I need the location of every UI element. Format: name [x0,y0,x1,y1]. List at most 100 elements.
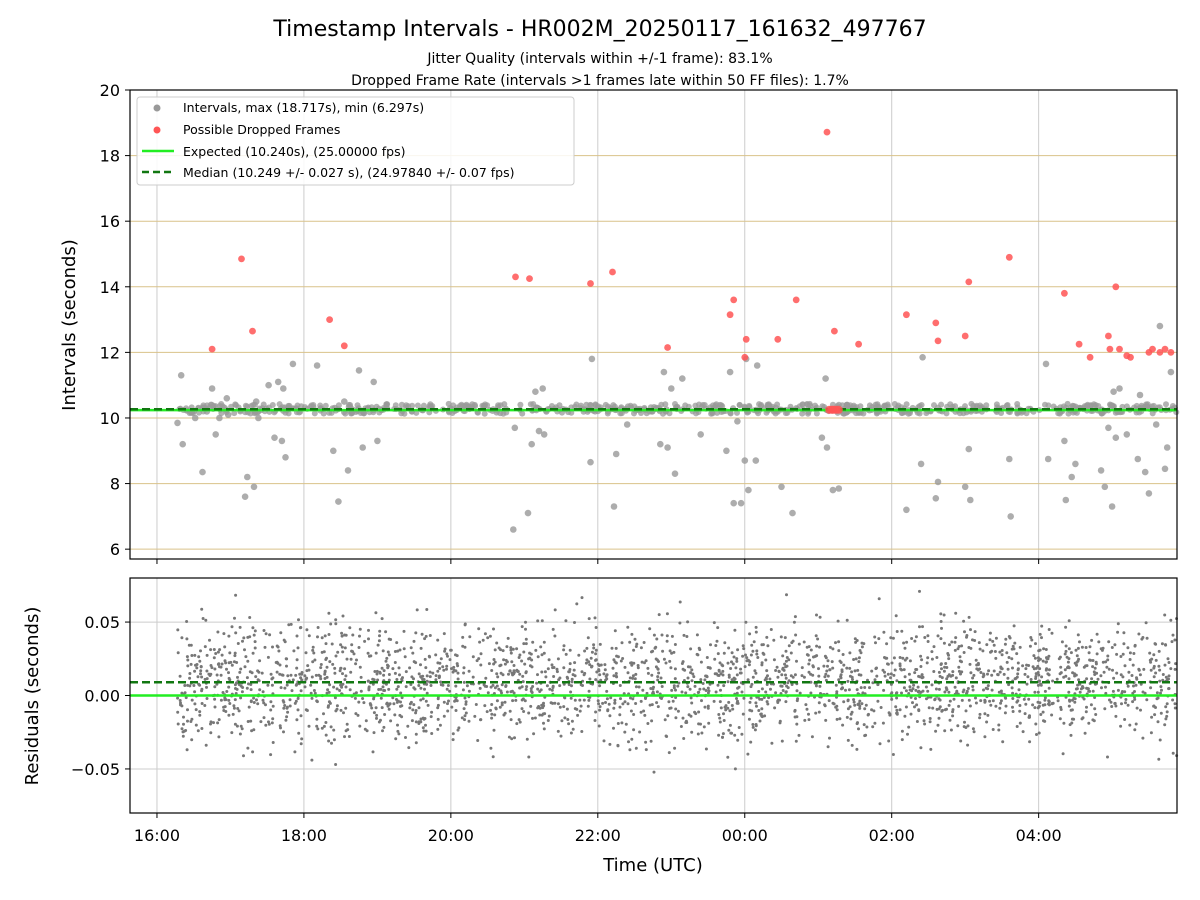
residual-point [279,686,283,690]
residual-point [935,707,939,711]
residual-point [1173,638,1177,642]
residual-point [718,716,722,720]
interval-point [463,401,470,408]
interval-point [216,414,223,422]
residual-point [891,753,895,756]
residual-point [198,713,202,717]
residual-point [190,698,194,702]
interval-point [401,410,408,417]
residual-point [1028,715,1031,719]
residual-point [1079,687,1083,691]
interval-point [271,434,278,442]
residual-point [228,702,232,705]
residual-point [1061,752,1065,756]
residual-point [339,643,343,647]
residual-point [424,729,428,733]
residual-point [1102,670,1106,674]
residual-point [855,639,859,642]
dropped-frame-point [934,337,942,345]
interval-point [745,486,752,494]
residual-point [190,654,194,657]
residual-point [448,689,452,693]
residual-point [1010,686,1014,690]
intervals-y-tick-label: 18 [100,147,120,166]
residual-point [730,660,733,664]
dropped-frame-point [664,344,671,351]
residual-point [370,706,374,710]
residual-point [965,689,969,693]
residual-point [876,699,880,703]
residual-point [236,707,240,710]
interval-point [765,401,772,408]
residual-point [996,673,1000,676]
residual-point [1075,663,1078,667]
residual-point [628,640,632,644]
residual-point [978,716,982,720]
residual-point [594,652,598,656]
residual-point [353,696,357,700]
residual-point [784,700,788,704]
residual-point [845,618,849,622]
residual-point [253,646,257,650]
residual-point [256,702,260,706]
residual-point [178,674,182,678]
residual-point [320,650,324,654]
residual-point [190,738,194,742]
residual-point [751,649,755,653]
residual-point [1067,677,1071,681]
residual-point [403,655,407,659]
residual-point [736,738,740,742]
residual-point [259,720,263,724]
interval-point [1123,431,1131,438]
residual-point [474,703,478,706]
residual-point [517,718,521,722]
dropped-frame-point [903,311,910,319]
interval-point [524,509,532,517]
residual-point [1007,656,1011,659]
residual-point [507,735,511,739]
residual-point [957,665,961,669]
residual-point [852,698,856,702]
residual-point [279,631,283,635]
residual-point [673,677,677,681]
residual-point [523,662,527,666]
interval-point [857,403,864,410]
x-tick-label: 04:00 [1016,826,1062,845]
residual-point [577,653,581,657]
residual-point [536,706,540,710]
residual-point [295,666,299,670]
residual-point [920,658,924,662]
residual-point [854,657,858,661]
residual-point [618,705,622,709]
residual-point [1006,676,1010,680]
residual-point [386,704,390,708]
residual-point [531,640,535,644]
residual-point [676,709,680,713]
residual-point [462,671,466,675]
residual-point [486,636,490,640]
residual-point [751,675,755,679]
interval-point [374,437,381,445]
residual-point [793,673,797,677]
residual-point [882,630,886,634]
residual-point [190,717,194,721]
residuals-points [176,589,1179,774]
residual-point [1056,699,1060,703]
residual-point [404,670,408,674]
residual-point [849,717,853,721]
interval-point [660,368,668,376]
residual-point [1169,618,1173,622]
residual-point [454,709,458,712]
residual-point [238,670,242,674]
legend-label-expected: Expected (10.240s), (25.00000 fps) [183,144,405,159]
residual-point [264,703,267,707]
residual-point [857,727,860,731]
residual-point [932,670,936,673]
residual-point [805,707,809,711]
residual-point [515,722,519,726]
residual-point [834,705,838,709]
residual-point [295,634,299,638]
residual-point [927,706,931,710]
residual-point [382,669,386,673]
residual-point [582,698,586,702]
